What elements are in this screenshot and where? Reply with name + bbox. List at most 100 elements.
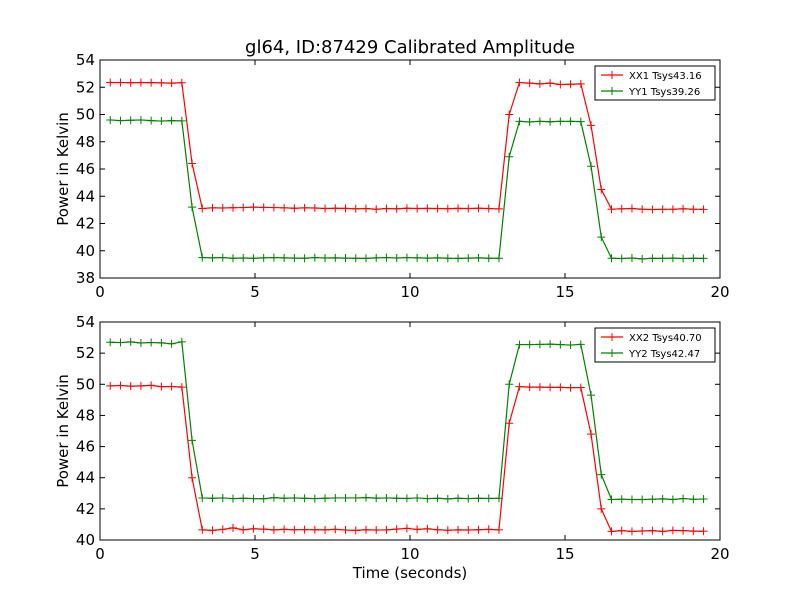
top-y-tick-label: 46 [76,160,95,178]
bottom-series-1-point [617,526,626,535]
top-series-2-point [617,254,626,263]
bottom-series-1-point [269,525,278,534]
bottom-series-1-point [566,383,575,392]
bottom-series-1-point [648,526,657,535]
top-series-2-point [392,253,401,262]
bottom-series-2-point [310,494,319,503]
bottom-series-1-point [443,526,452,535]
bottom-series-2-point [351,493,360,502]
top-series-2-point [239,253,248,262]
bottom-series-1-point [259,525,268,534]
bottom-series-2-point [443,494,452,503]
top-series-1-point [433,204,442,213]
top-series-1-point [218,203,227,212]
bottom-series-2-point [474,494,483,503]
top-series-2-point [535,117,544,126]
top-series-2-point [576,117,585,126]
bottom-series-1-point [382,525,391,534]
bottom-series-1-point [167,382,176,391]
bottom-y-axis-label: Power in Kelvin [54,374,72,488]
top-series-2-point [627,253,636,262]
top-series-2-point [587,162,596,171]
bottom-plot: Power in Kelvin Time (seconds) 0 5 10 15 20 4… [54,313,730,582]
top-series-1-point [310,203,319,212]
bottom-series-2-point [556,340,565,349]
bottom-series-1-point [535,383,544,392]
bottom-series-2-point [259,494,268,503]
top-y-tick-label: 52 [76,78,95,96]
bottom-series-1-point [546,383,555,392]
top-series-1-point [290,204,299,213]
bottom-legend-box [594,327,716,363]
top-series-2-point [208,253,217,262]
bottom-series-1-point [136,381,145,390]
top-series-2-point [454,254,463,263]
top-series-2-point [290,254,299,263]
bottom-series-1-point [188,473,197,482]
top-series-2-point [351,254,360,263]
bottom-series-1-point [147,381,156,390]
bottom-y-tick-label: 54 [76,313,95,331]
bottom-y-tick-label: 48 [76,406,95,424]
bottom-series-1-point [310,525,319,534]
top-series-2-point [505,152,514,161]
top-series-1-point [627,204,636,213]
bottom-legend-label-2: YY2 Tsys42.47 [628,349,700,360]
bottom-series-2-point [566,341,575,350]
top-series-1-point [392,204,401,213]
bottom-series-2-point [321,494,330,503]
top-series-2-point [607,254,616,263]
bottom-series-1-point [576,383,585,392]
bottom-series-1-point [300,525,309,534]
top-series-1-point [576,79,585,88]
bottom-series-1-point [106,381,115,390]
bottom-series-1-point [556,383,565,392]
top-series-2-point [147,116,156,125]
top-series-1-point [638,205,647,214]
bottom-series-1-point [290,525,299,534]
top-series-2-point [382,253,391,262]
top-series-1-point [126,78,135,87]
bottom-y-tick-label: 50 [76,375,95,393]
bottom-series-2-point [464,494,473,503]
bottom-series-2-point [515,340,524,349]
top-series-1-point [208,203,217,212]
top-series-1-point [454,204,463,213]
bottom-series-1-point [474,525,483,534]
top-x-tick-label: 0 [95,283,105,301]
top-series-2-point [167,116,176,125]
bottom-series-2-point [699,495,708,504]
top-series-2-point [106,115,115,124]
top-series-1-point [617,204,626,213]
bottom-series-2-point [331,493,340,502]
bottom-series-2-point [228,494,237,503]
bottom-x-tick-label: 5 [250,545,260,563]
bottom-series-1-point [331,525,340,534]
bottom-series-2-point [546,340,555,349]
bottom-legend-marker-1 [608,333,616,341]
bottom-x-axis-label: Time (seconds) [352,564,468,582]
top-series-2-point [689,254,698,263]
top-series-2-point [423,254,432,263]
top-legend-label-2: YY1 Tsys39.26 [628,87,700,98]
top-legend-label-1: XX1 Tsys43.16 [629,71,702,82]
bottom-series-2-point [525,340,534,349]
bottom-legend-marker-2 [608,349,616,357]
bottom-series-1-point [607,527,616,536]
bottom-x-tick-label: 20 [710,545,729,563]
top-series-2-point [658,254,667,263]
bottom-series-1-point [392,525,401,534]
bottom-series-2-point [218,493,227,502]
top-series-2-point [566,117,575,126]
bottom-series-2-point [136,339,145,348]
bottom-series-2-point [433,494,442,503]
top-series-1-point [658,205,667,214]
bottom-series-1-point [484,525,493,534]
top-series-2-point [679,254,688,263]
bottom-series-2-point [689,495,698,504]
top-series-2-point [525,117,534,126]
top-series-2-point [269,253,278,262]
top-series-2-point [259,253,268,262]
top-series-1-point [679,204,688,213]
top-series-1-point [597,185,606,194]
